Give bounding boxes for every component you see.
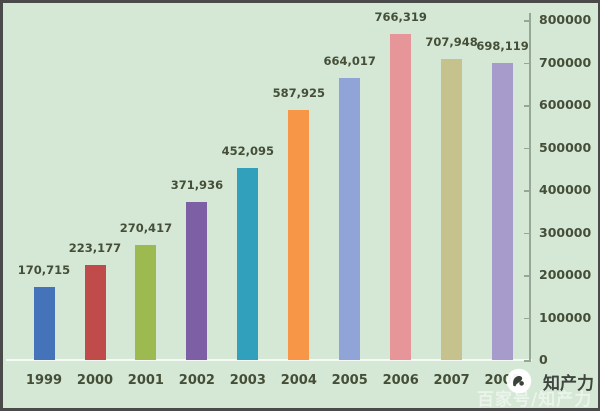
x-axis-baseline [6,359,532,361]
bar-value-label: 707,948 [425,35,478,49]
bar-value-label: 371,936 [170,178,224,192]
bar-value-label: 698,119 [476,39,529,53]
x-axis-label: 1999 [25,373,63,388]
bar-2000 [84,265,106,360]
y-axis-tick [524,232,530,234]
frame-right-edge [598,0,600,411]
y-axis-tick-label: 300000 [539,224,592,240]
frame-left-edge [0,0,3,411]
bar-value-label: 766,319 [374,10,427,24]
y-axis-tick-label: 400000 [539,182,592,197]
x-axis-label: 2007 [433,373,470,388]
watermark-overlay-text: 百家号/知产力 [477,390,593,410]
y-axis-tick [524,147,530,149]
bar-2004 [288,110,310,360]
y-axis-tick-label: 500000 [539,139,592,155]
y-axis-tick-label: 600000 [539,97,592,112]
bar-2001 [135,245,157,360]
x-axis-label: 2005 [331,373,368,388]
bar-value-label: 270,417 [119,221,173,235]
bar-value-label: 452,095 [221,144,274,158]
x-axis-label: 2006 [382,373,419,388]
y-axis-tick [524,190,530,192]
y-axis-tick-label: 800000 [539,12,592,27]
bar-2002 [186,202,208,360]
bar-value-label: 223,177 [68,241,122,255]
bar-2005 [339,78,361,360]
brand-logo-icon [506,368,532,394]
y-axis-tick [524,360,530,362]
bar-2003 [237,168,259,360]
y-axis-tick-label: 200000 [539,267,592,282]
frame-top-edge [0,0,600,3]
y-axis-tick-label: 700000 [539,54,592,70]
x-axis-label: 2004 [280,373,317,388]
x-axis-label: 2000 [76,373,114,388]
y-axis-line [529,13,531,362]
bar-value-label: 664,017 [323,54,376,68]
y-axis-tick-label: 0 [539,352,548,367]
y-axis-tick-label: 100000 [539,309,592,325]
watermark-brand-text: 知产力 [543,374,594,394]
bar-value-label: 170,715 [17,263,71,277]
bar-2008 [492,63,514,360]
x-axis-label: 2003 [229,373,266,388]
frame-bottom-edge [0,408,600,411]
bar-2007 [441,59,463,360]
x-axis-label: 2001 [127,373,164,388]
y-axis-tick [524,20,530,22]
bar-1999 [33,287,55,360]
y-axis-tick [524,62,530,64]
y-axis-tick [524,317,530,319]
x-axis-label: 2002 [178,373,215,388]
y-axis-tick [524,105,530,107]
y-axis-tick [524,275,530,277]
bar-2006 [390,34,412,360]
bar-value-label: 587,925 [272,86,325,100]
